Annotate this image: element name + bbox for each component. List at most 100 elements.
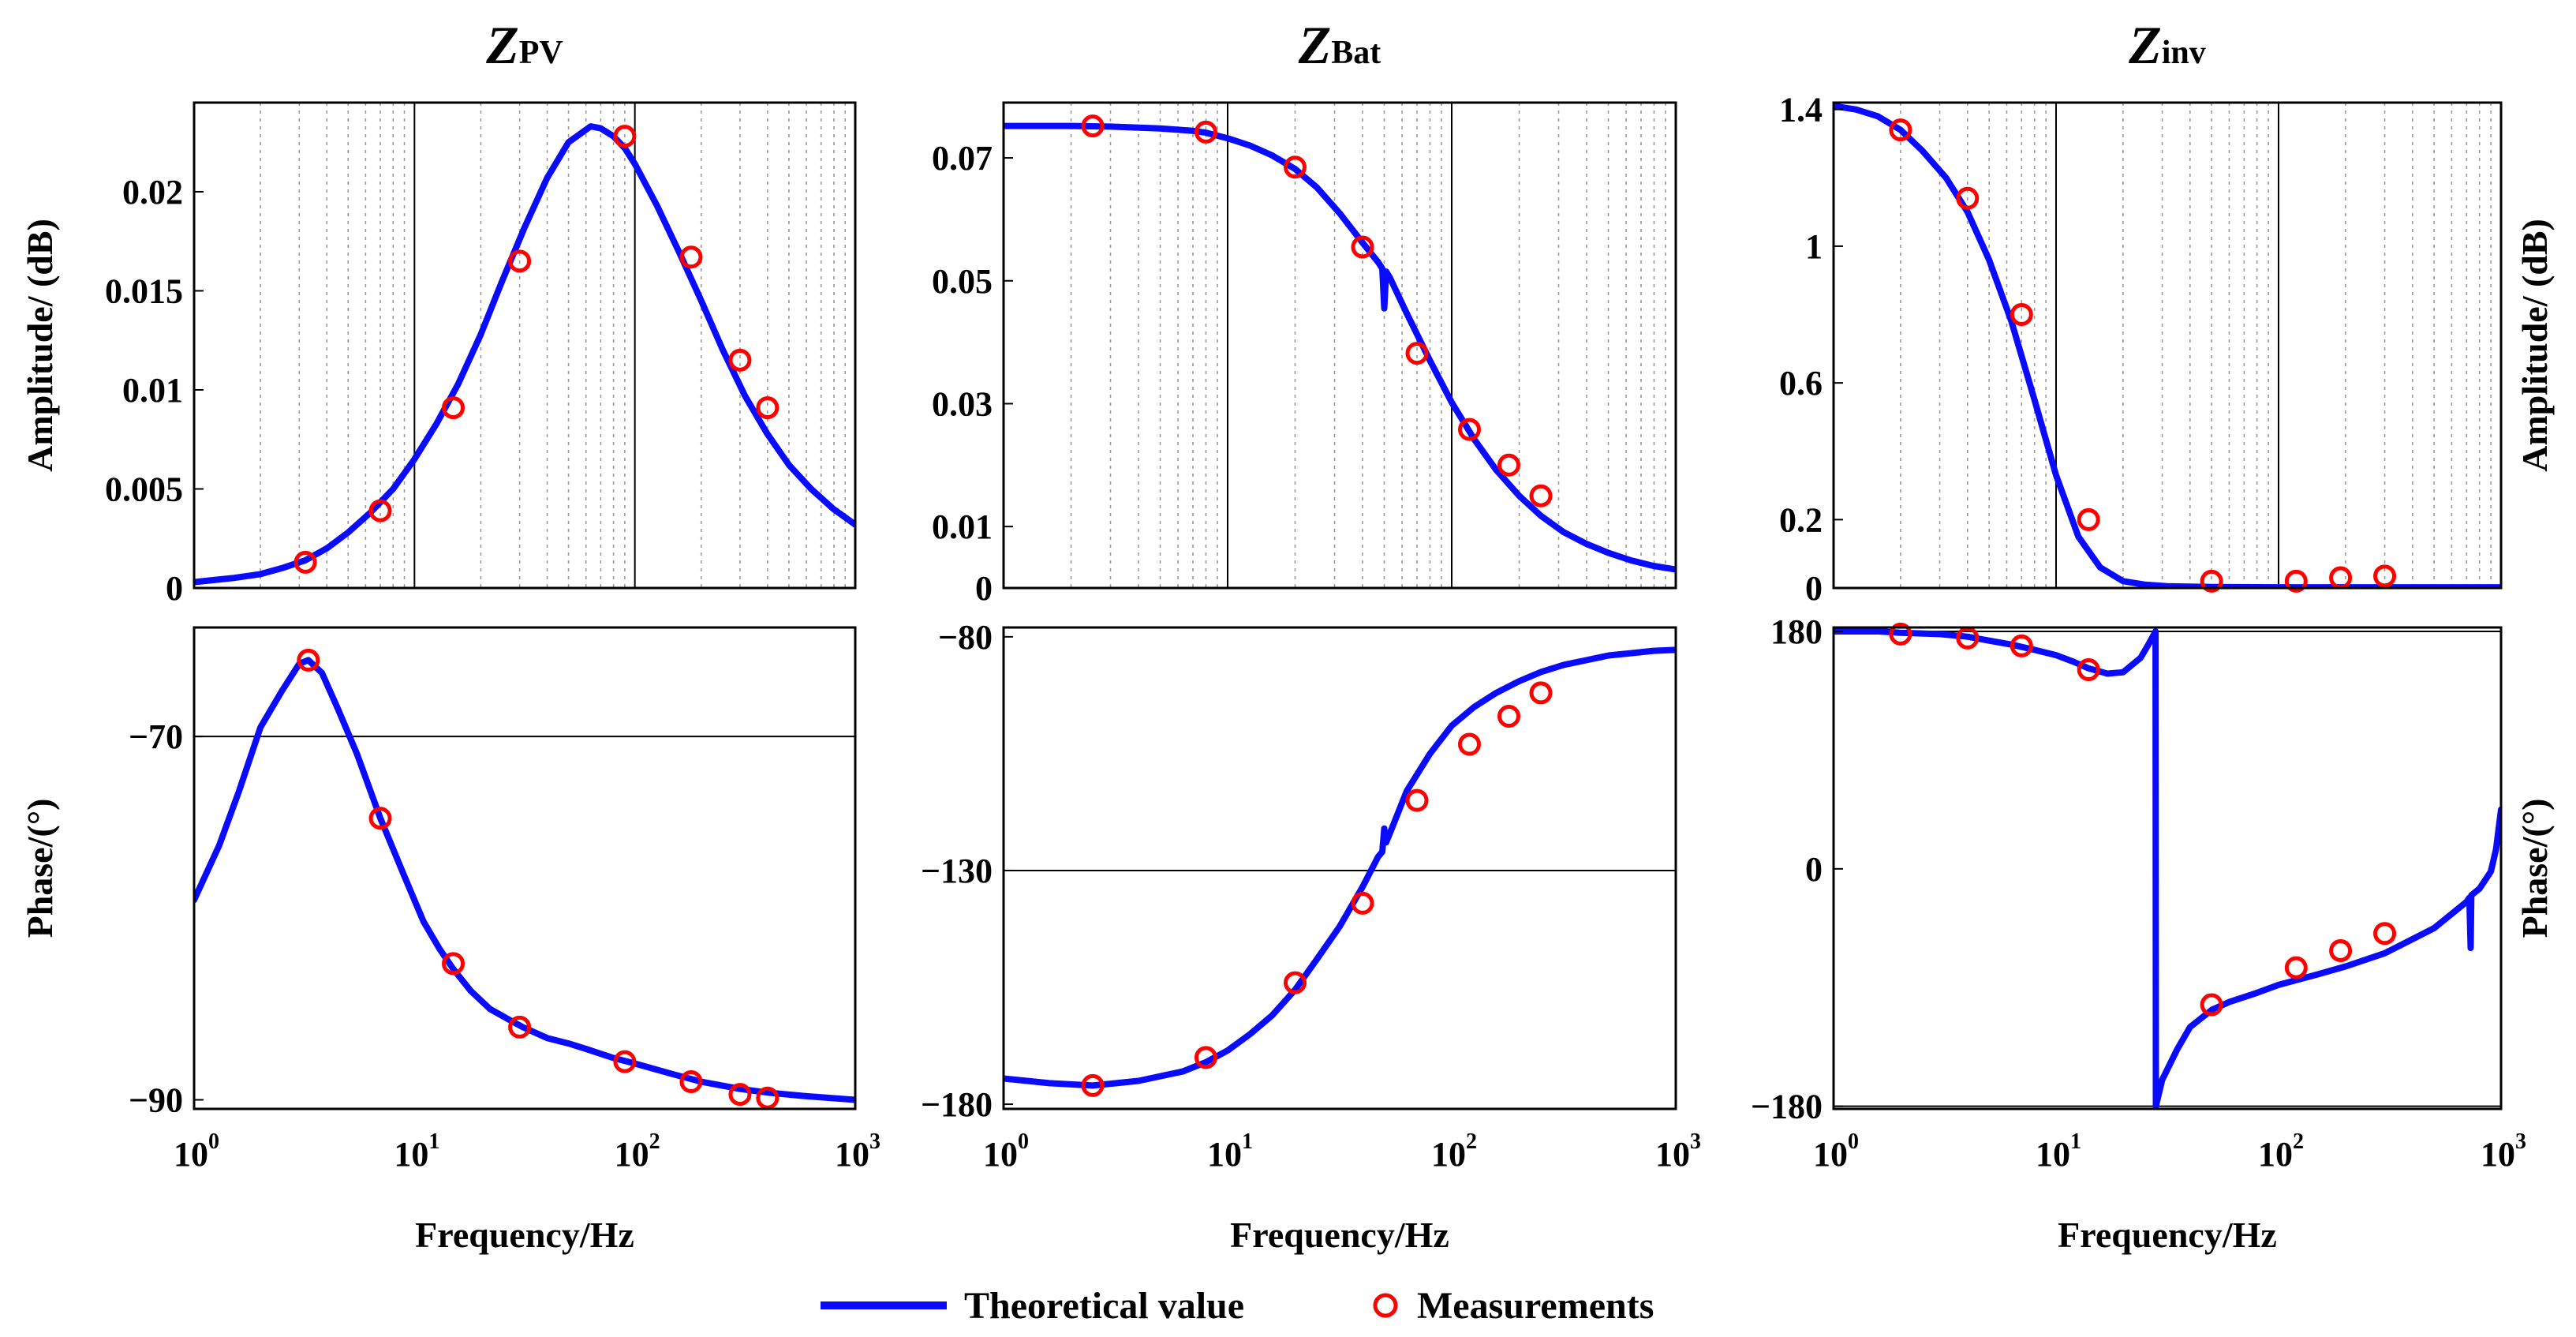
y-axis-label: Phase/(°) <box>2514 799 2555 938</box>
panels: 0 0.005 0.01 0.015 0.02 Amplitude/ (dB) ZPV 0 0.… <box>20 15 2555 1255</box>
grid <box>1070 103 1666 588</box>
measurement-point <box>613 125 637 148</box>
measurement-point <box>293 550 317 574</box>
y-tick-label: 0.015 <box>105 272 183 310</box>
x-tick-label: 103 <box>2481 1129 2526 1174</box>
panel-ZBat-phase: −180 −130 −80 100 101 102 103 Frequency/Hz <box>921 618 1701 1255</box>
legend: Theoretical value Measurements <box>821 1285 1654 1327</box>
series-theoretical-value <box>1834 628 2501 1109</box>
measurement-point <box>728 1083 752 1107</box>
measurement-point <box>2200 993 2223 1017</box>
series-theoretical-value <box>194 123 855 586</box>
y-tick-label: 0 <box>975 569 993 608</box>
y-tick-label: −70 <box>129 717 183 756</box>
measurement-point <box>2373 564 2397 588</box>
axes-box <box>193 626 857 1110</box>
y-tick-label: 1.4 <box>1779 91 1823 129</box>
series-theoretical-value <box>1834 103 2501 588</box>
measurement-point <box>1457 732 1481 756</box>
series-theoretical-value <box>1004 646 1676 1089</box>
measurement-point <box>728 348 752 372</box>
y-tick-label: 1 <box>1805 227 1823 266</box>
panel-title: ZPV <box>485 15 563 75</box>
measurement-point <box>1194 1046 1217 1069</box>
panel-title: Zinv <box>2128 15 2206 75</box>
y-tick-label: −180 <box>921 1085 993 1124</box>
measurement-point <box>2284 956 2308 979</box>
x-tick-label: 102 <box>2258 1129 2304 1174</box>
y-tick-label: 0.005 <box>105 470 183 508</box>
measurement-point <box>2010 303 2033 327</box>
y-tick-label: −130 <box>921 852 993 890</box>
measurement-point <box>1889 118 1912 142</box>
y-tick-label: 180 <box>1770 612 1823 651</box>
y-tick-label: 0.2 <box>1779 500 1823 539</box>
legend-line-label: Theoretical value <box>964 1285 1244 1327</box>
measurement-point <box>2284 569 2308 593</box>
x-tick-label: 103 <box>1655 1129 1701 1174</box>
y-tick-label: 0.6 <box>1779 364 1823 403</box>
measurement-point <box>1351 235 1374 259</box>
measurement-point <box>1497 453 1520 477</box>
measurement-point <box>613 1050 637 1073</box>
measurement-point <box>1283 155 1307 179</box>
measurement-point <box>1081 114 1105 138</box>
y-tick-label: 0 <box>1805 569 1823 608</box>
x-tick-label: 103 <box>835 1129 880 1174</box>
x-tick-label: 100 <box>174 1129 219 1174</box>
y-axis-label: Phase/(°) <box>20 799 60 938</box>
measurement-point <box>508 1015 532 1039</box>
x-tick-label: 101 <box>1207 1129 1253 1174</box>
x-axis-label: Frequency/Hz <box>1230 1215 1449 1255</box>
measurement-point <box>368 499 392 522</box>
measurement-point <box>756 1086 780 1110</box>
panel-title: ZBat <box>1298 15 1381 75</box>
measurement-point <box>1194 120 1217 144</box>
measurement-point <box>2329 938 2353 962</box>
measurement-point <box>2010 634 2033 657</box>
measurement-point <box>1497 705 1520 728</box>
measurement-point <box>297 648 320 672</box>
axes-box <box>1832 626 2503 1110</box>
measurement-point <box>442 952 465 976</box>
grid <box>1900 103 2492 588</box>
measurement-point <box>1956 186 1980 210</box>
measurement-point <box>508 249 532 273</box>
measurement-point <box>756 396 780 420</box>
measurement-point <box>2373 922 2397 946</box>
axes-box <box>1002 101 1677 590</box>
panel-ZPV-amplitude: 0 0.005 0.01 0.015 0.02 Amplitude/ (dB) ZPV <box>20 15 857 608</box>
measurement-point <box>2077 657 2100 681</box>
y-tick-label: 0.03 <box>932 384 993 423</box>
panel-Zinv-phase: −180 0 180 100 101 102 103 Frequency/Hz Phase/(°… <box>1751 612 2555 1255</box>
grid <box>260 103 847 588</box>
panel-Zinv-amplitude: 0 0.2 0.6 1 1.4 Amplitude/ (dB) Zinv <box>1779 15 2555 608</box>
measurement-point <box>1405 342 1429 365</box>
x-axis-label: Frequency/Hz <box>415 1215 634 1255</box>
measurement-point <box>1529 681 1553 705</box>
y-tick-label: −180 <box>1751 1088 1823 1126</box>
legend-marker-label: Measurements <box>1417 1285 1654 1327</box>
y-tick-label: 0.02 <box>122 173 183 212</box>
x-tick-label: 100 <box>1813 1129 1859 1174</box>
y-axis-label: Amplitude/ (dB) <box>20 219 60 472</box>
x-tick-label: 101 <box>2036 1129 2081 1174</box>
x-tick-label: 102 <box>615 1129 660 1174</box>
series-theoretical-value <box>194 657 855 1103</box>
series-theoretical-value <box>1004 122 1676 573</box>
y-tick-label: −80 <box>938 618 993 657</box>
y-tick-label: 0.01 <box>122 371 183 410</box>
measurement-point <box>679 1069 703 1093</box>
x-tick-label: 101 <box>394 1129 439 1174</box>
measurement-point <box>1457 418 1481 441</box>
y-tick-label: 0.07 <box>932 139 993 178</box>
x-tick-label: 102 <box>1431 1129 1477 1174</box>
measurement-point <box>1351 891 1374 915</box>
axes-box <box>193 101 857 590</box>
measurement-point <box>1529 484 1553 507</box>
measurement-point <box>368 807 392 830</box>
y-tick-label: 0 <box>1805 850 1823 889</box>
y-tick-label: 0 <box>166 569 183 608</box>
measurement-point <box>1283 971 1307 994</box>
